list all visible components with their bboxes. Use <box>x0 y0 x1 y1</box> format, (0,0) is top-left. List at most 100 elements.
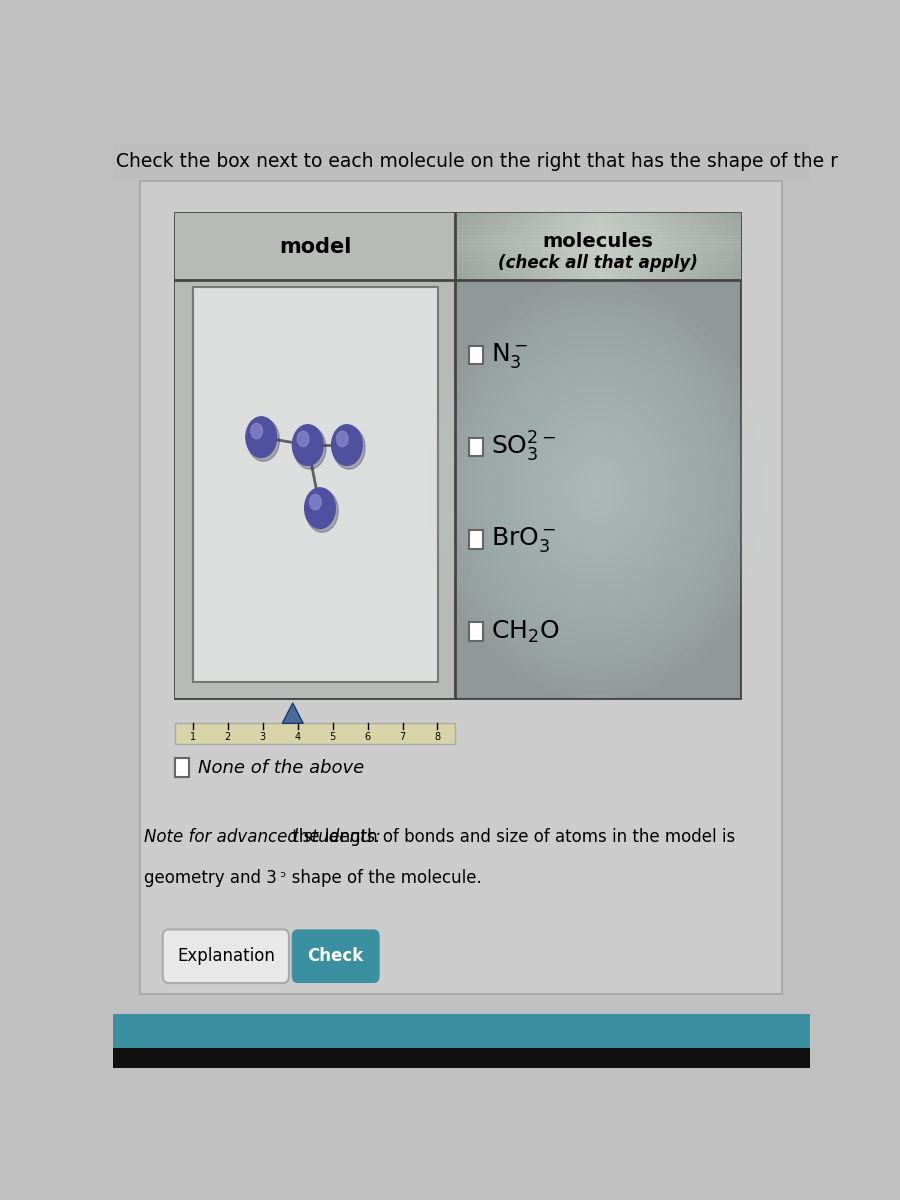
FancyBboxPatch shape <box>483 214 491 280</box>
FancyBboxPatch shape <box>454 235 740 240</box>
FancyBboxPatch shape <box>712 214 719 280</box>
FancyBboxPatch shape <box>454 488 740 594</box>
FancyBboxPatch shape <box>454 488 740 506</box>
FancyBboxPatch shape <box>454 488 740 629</box>
FancyBboxPatch shape <box>454 488 740 566</box>
FancyBboxPatch shape <box>469 346 482 365</box>
FancyBboxPatch shape <box>454 488 740 552</box>
FancyBboxPatch shape <box>726 214 734 280</box>
FancyBboxPatch shape <box>454 488 740 611</box>
FancyBboxPatch shape <box>454 488 740 653</box>
Circle shape <box>337 431 348 446</box>
FancyBboxPatch shape <box>454 488 740 598</box>
FancyBboxPatch shape <box>454 488 740 559</box>
FancyBboxPatch shape <box>562 214 570 280</box>
FancyBboxPatch shape <box>454 488 740 534</box>
FancyBboxPatch shape <box>454 280 740 698</box>
FancyBboxPatch shape <box>454 214 463 280</box>
FancyBboxPatch shape <box>176 214 740 698</box>
FancyBboxPatch shape <box>454 488 740 576</box>
Text: 8: 8 <box>435 732 440 742</box>
FancyBboxPatch shape <box>534 214 541 280</box>
FancyBboxPatch shape <box>176 724 454 744</box>
FancyBboxPatch shape <box>454 488 740 563</box>
FancyBboxPatch shape <box>505 214 513 280</box>
Circle shape <box>331 425 363 466</box>
FancyBboxPatch shape <box>541 214 548 280</box>
Circle shape <box>251 424 263 439</box>
FancyBboxPatch shape <box>698 214 706 280</box>
Circle shape <box>310 494 321 510</box>
FancyBboxPatch shape <box>454 252 740 257</box>
Text: Check: Check <box>308 947 364 965</box>
FancyBboxPatch shape <box>454 488 740 499</box>
FancyBboxPatch shape <box>140 181 782 994</box>
FancyBboxPatch shape <box>454 488 740 656</box>
FancyBboxPatch shape <box>583 214 591 280</box>
FancyBboxPatch shape <box>163 929 289 983</box>
FancyBboxPatch shape <box>454 488 740 587</box>
FancyBboxPatch shape <box>454 488 740 680</box>
FancyBboxPatch shape <box>476 214 484 280</box>
FancyBboxPatch shape <box>454 488 740 569</box>
FancyBboxPatch shape <box>454 488 740 517</box>
FancyBboxPatch shape <box>454 488 740 538</box>
FancyBboxPatch shape <box>454 488 740 636</box>
Text: $\mathregular{N_3^-}$: $\mathregular{N_3^-}$ <box>491 341 528 370</box>
FancyBboxPatch shape <box>454 488 740 667</box>
Text: $\mathregular{BrO_3^-}$: $\mathregular{BrO_3^-}$ <box>491 524 557 554</box>
Circle shape <box>248 419 280 461</box>
Text: $\mathregular{CH_2O}$: $\mathregular{CH_2O}$ <box>491 618 560 644</box>
FancyBboxPatch shape <box>454 488 740 625</box>
FancyBboxPatch shape <box>619 214 626 280</box>
FancyBboxPatch shape <box>454 488 740 674</box>
FancyBboxPatch shape <box>454 242 740 246</box>
FancyBboxPatch shape <box>454 488 740 691</box>
Text: 1: 1 <box>190 732 196 742</box>
FancyBboxPatch shape <box>519 214 527 280</box>
FancyBboxPatch shape <box>454 488 740 528</box>
FancyBboxPatch shape <box>454 488 740 548</box>
FancyBboxPatch shape <box>454 488 740 622</box>
Circle shape <box>293 426 326 469</box>
Text: 7: 7 <box>400 732 406 742</box>
Text: geometry and 3 ᵓ shape of the molecule.: geometry and 3 ᵓ shape of the molecule. <box>144 869 482 887</box>
FancyBboxPatch shape <box>462 214 470 280</box>
Text: model: model <box>279 236 351 257</box>
FancyBboxPatch shape <box>469 214 477 280</box>
Text: None of the above: None of the above <box>198 758 364 776</box>
FancyBboxPatch shape <box>734 214 741 280</box>
FancyBboxPatch shape <box>454 488 740 496</box>
Text: the length of bonds and size of atoms in the model is: the length of bonds and size of atoms in… <box>287 828 735 846</box>
Text: (check all that apply): (check all that apply) <box>498 254 698 272</box>
FancyBboxPatch shape <box>454 488 740 605</box>
FancyBboxPatch shape <box>454 488 740 649</box>
FancyBboxPatch shape <box>454 488 740 556</box>
Circle shape <box>246 416 276 457</box>
Text: Note for advanced students:: Note for advanced students: <box>144 828 381 846</box>
FancyBboxPatch shape <box>292 929 380 983</box>
FancyBboxPatch shape <box>112 144 810 179</box>
FancyBboxPatch shape <box>719 214 726 280</box>
FancyBboxPatch shape <box>454 488 740 590</box>
FancyBboxPatch shape <box>454 488 740 607</box>
Text: $\mathregular{SO_3^{2-}}$: $\mathregular{SO_3^{2-}}$ <box>491 430 556 464</box>
FancyBboxPatch shape <box>469 438 482 456</box>
Text: 3: 3 <box>259 732 266 742</box>
FancyBboxPatch shape <box>469 622 482 641</box>
FancyBboxPatch shape <box>454 248 740 253</box>
Circle shape <box>306 490 338 533</box>
FancyBboxPatch shape <box>454 488 740 514</box>
FancyBboxPatch shape <box>176 214 454 280</box>
FancyBboxPatch shape <box>554 214 562 280</box>
FancyBboxPatch shape <box>454 488 740 601</box>
FancyBboxPatch shape <box>548 214 555 280</box>
FancyBboxPatch shape <box>454 488 740 632</box>
FancyBboxPatch shape <box>654 214 662 280</box>
FancyBboxPatch shape <box>454 246 740 250</box>
FancyBboxPatch shape <box>454 488 740 678</box>
FancyBboxPatch shape <box>454 488 740 510</box>
FancyBboxPatch shape <box>590 214 598 280</box>
FancyBboxPatch shape <box>454 488 740 524</box>
FancyBboxPatch shape <box>112 1014 810 1068</box>
